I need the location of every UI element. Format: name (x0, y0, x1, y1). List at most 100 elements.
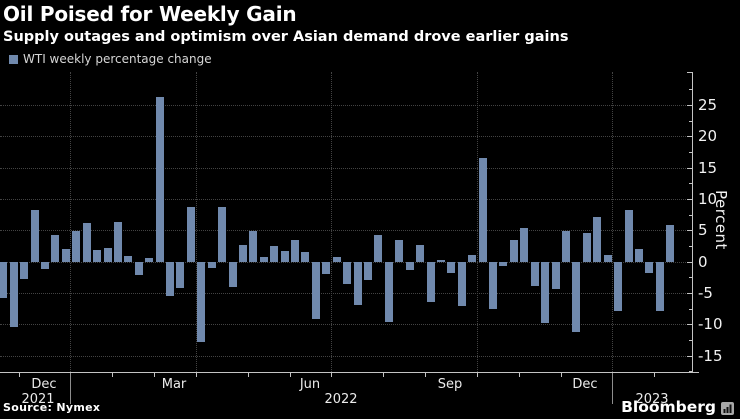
h-gridline (0, 199, 692, 200)
y-tick-label: 20 (698, 127, 718, 146)
y-minor-tick (689, 89, 692, 91)
bar (416, 245, 425, 262)
bar (353, 261, 362, 305)
bar (447, 261, 456, 273)
y-major-tick (687, 293, 692, 295)
y-tick-label: 25 (698, 95, 718, 114)
y-minor-tick (689, 183, 692, 185)
bar (645, 261, 654, 273)
x-year-label: 2021 (21, 392, 55, 407)
bar (509, 240, 518, 262)
bar (166, 261, 175, 297)
bar (572, 261, 581, 332)
bar (666, 225, 675, 262)
bar (197, 261, 206, 342)
y-axis-title: Percent (712, 190, 730, 250)
bar (280, 251, 289, 262)
x-month-label: Mar (161, 377, 187, 392)
h-gridline (0, 167, 692, 169)
h-gridline (0, 104, 692, 106)
bar (322, 261, 331, 274)
bar (520, 227, 529, 262)
bar (103, 247, 112, 262)
bar (436, 259, 445, 262)
bar (426, 261, 435, 303)
x-year-label: 2022 (324, 392, 358, 407)
year-separator (70, 373, 71, 404)
bar (186, 206, 195, 262)
bar (61, 249, 70, 262)
quarter-gridline (196, 72, 197, 372)
bar (40, 261, 49, 269)
legend: WTI weekly percentage change (9, 52, 212, 66)
bar (0, 261, 8, 299)
quarter-gridline (477, 72, 478, 372)
x-month-label: Dec (31, 377, 57, 392)
x-month-label: Jun (299, 377, 321, 392)
y-axis-line (692, 72, 693, 373)
y-major-tick (687, 199, 692, 200)
y-minor-tick (689, 120, 692, 122)
bloomberg-wordmark: Bloomberg (621, 398, 716, 416)
bar (457, 261, 466, 307)
bar (134, 261, 143, 276)
y-tick-label: 15 (698, 158, 718, 177)
y-major-tick (687, 261, 692, 263)
source-note: Source: Nymex (3, 401, 101, 414)
bar (72, 230, 81, 262)
legend-swatch-icon (9, 54, 18, 64)
x-month-tick (248, 373, 249, 377)
bar (593, 217, 602, 262)
y-minor-tick (689, 214, 692, 216)
bar (9, 261, 18, 327)
bar (124, 256, 133, 262)
bar (249, 230, 258, 262)
bar (405, 261, 414, 271)
x-month-tick (19, 373, 20, 377)
x-month-tick (290, 373, 291, 377)
bar (614, 261, 623, 312)
y-minor-tick (689, 340, 692, 342)
plot-area (0, 72, 692, 372)
bar (218, 206, 227, 262)
y-tick-label: 0 (698, 252, 708, 271)
y-tick-label: 10 (698, 190, 718, 208)
y-minor-tick (689, 371, 692, 373)
bar (238, 245, 247, 262)
h-gridline (0, 293, 692, 295)
bar (113, 222, 122, 262)
h-gridline (0, 324, 692, 326)
bar (530, 261, 539, 286)
bar (603, 254, 612, 262)
bar (499, 261, 508, 267)
bar (489, 261, 498, 310)
bar (582, 232, 591, 262)
x-axis-line (0, 372, 699, 373)
bar (332, 256, 341, 262)
x-month-label: Dec (572, 377, 598, 392)
bar (541, 261, 550, 324)
bar (176, 261, 185, 289)
bar (207, 261, 216, 268)
bar (93, 250, 102, 262)
quarter-gridline (612, 72, 613, 372)
bar (374, 235, 383, 262)
y-minor-tick (689, 277, 692, 279)
x-month-tick (654, 373, 655, 377)
x-month-label: Sep (437, 377, 463, 392)
quarter-gridline (331, 72, 332, 372)
y-axis-end-tick (687, 72, 692, 73)
bar (384, 261, 393, 322)
bar (364, 261, 372, 281)
y-major-tick (687, 230, 692, 232)
x-month-tick (519, 373, 520, 377)
h-gridline (0, 230, 692, 232)
y-tick-label: 5 (698, 221, 708, 240)
y-major-tick (687, 167, 692, 169)
quarter-gridline (70, 72, 71, 372)
x-month-tick (331, 373, 332, 377)
y-major-tick (687, 104, 692, 106)
year-separator (612, 373, 613, 404)
bar (20, 261, 29, 280)
